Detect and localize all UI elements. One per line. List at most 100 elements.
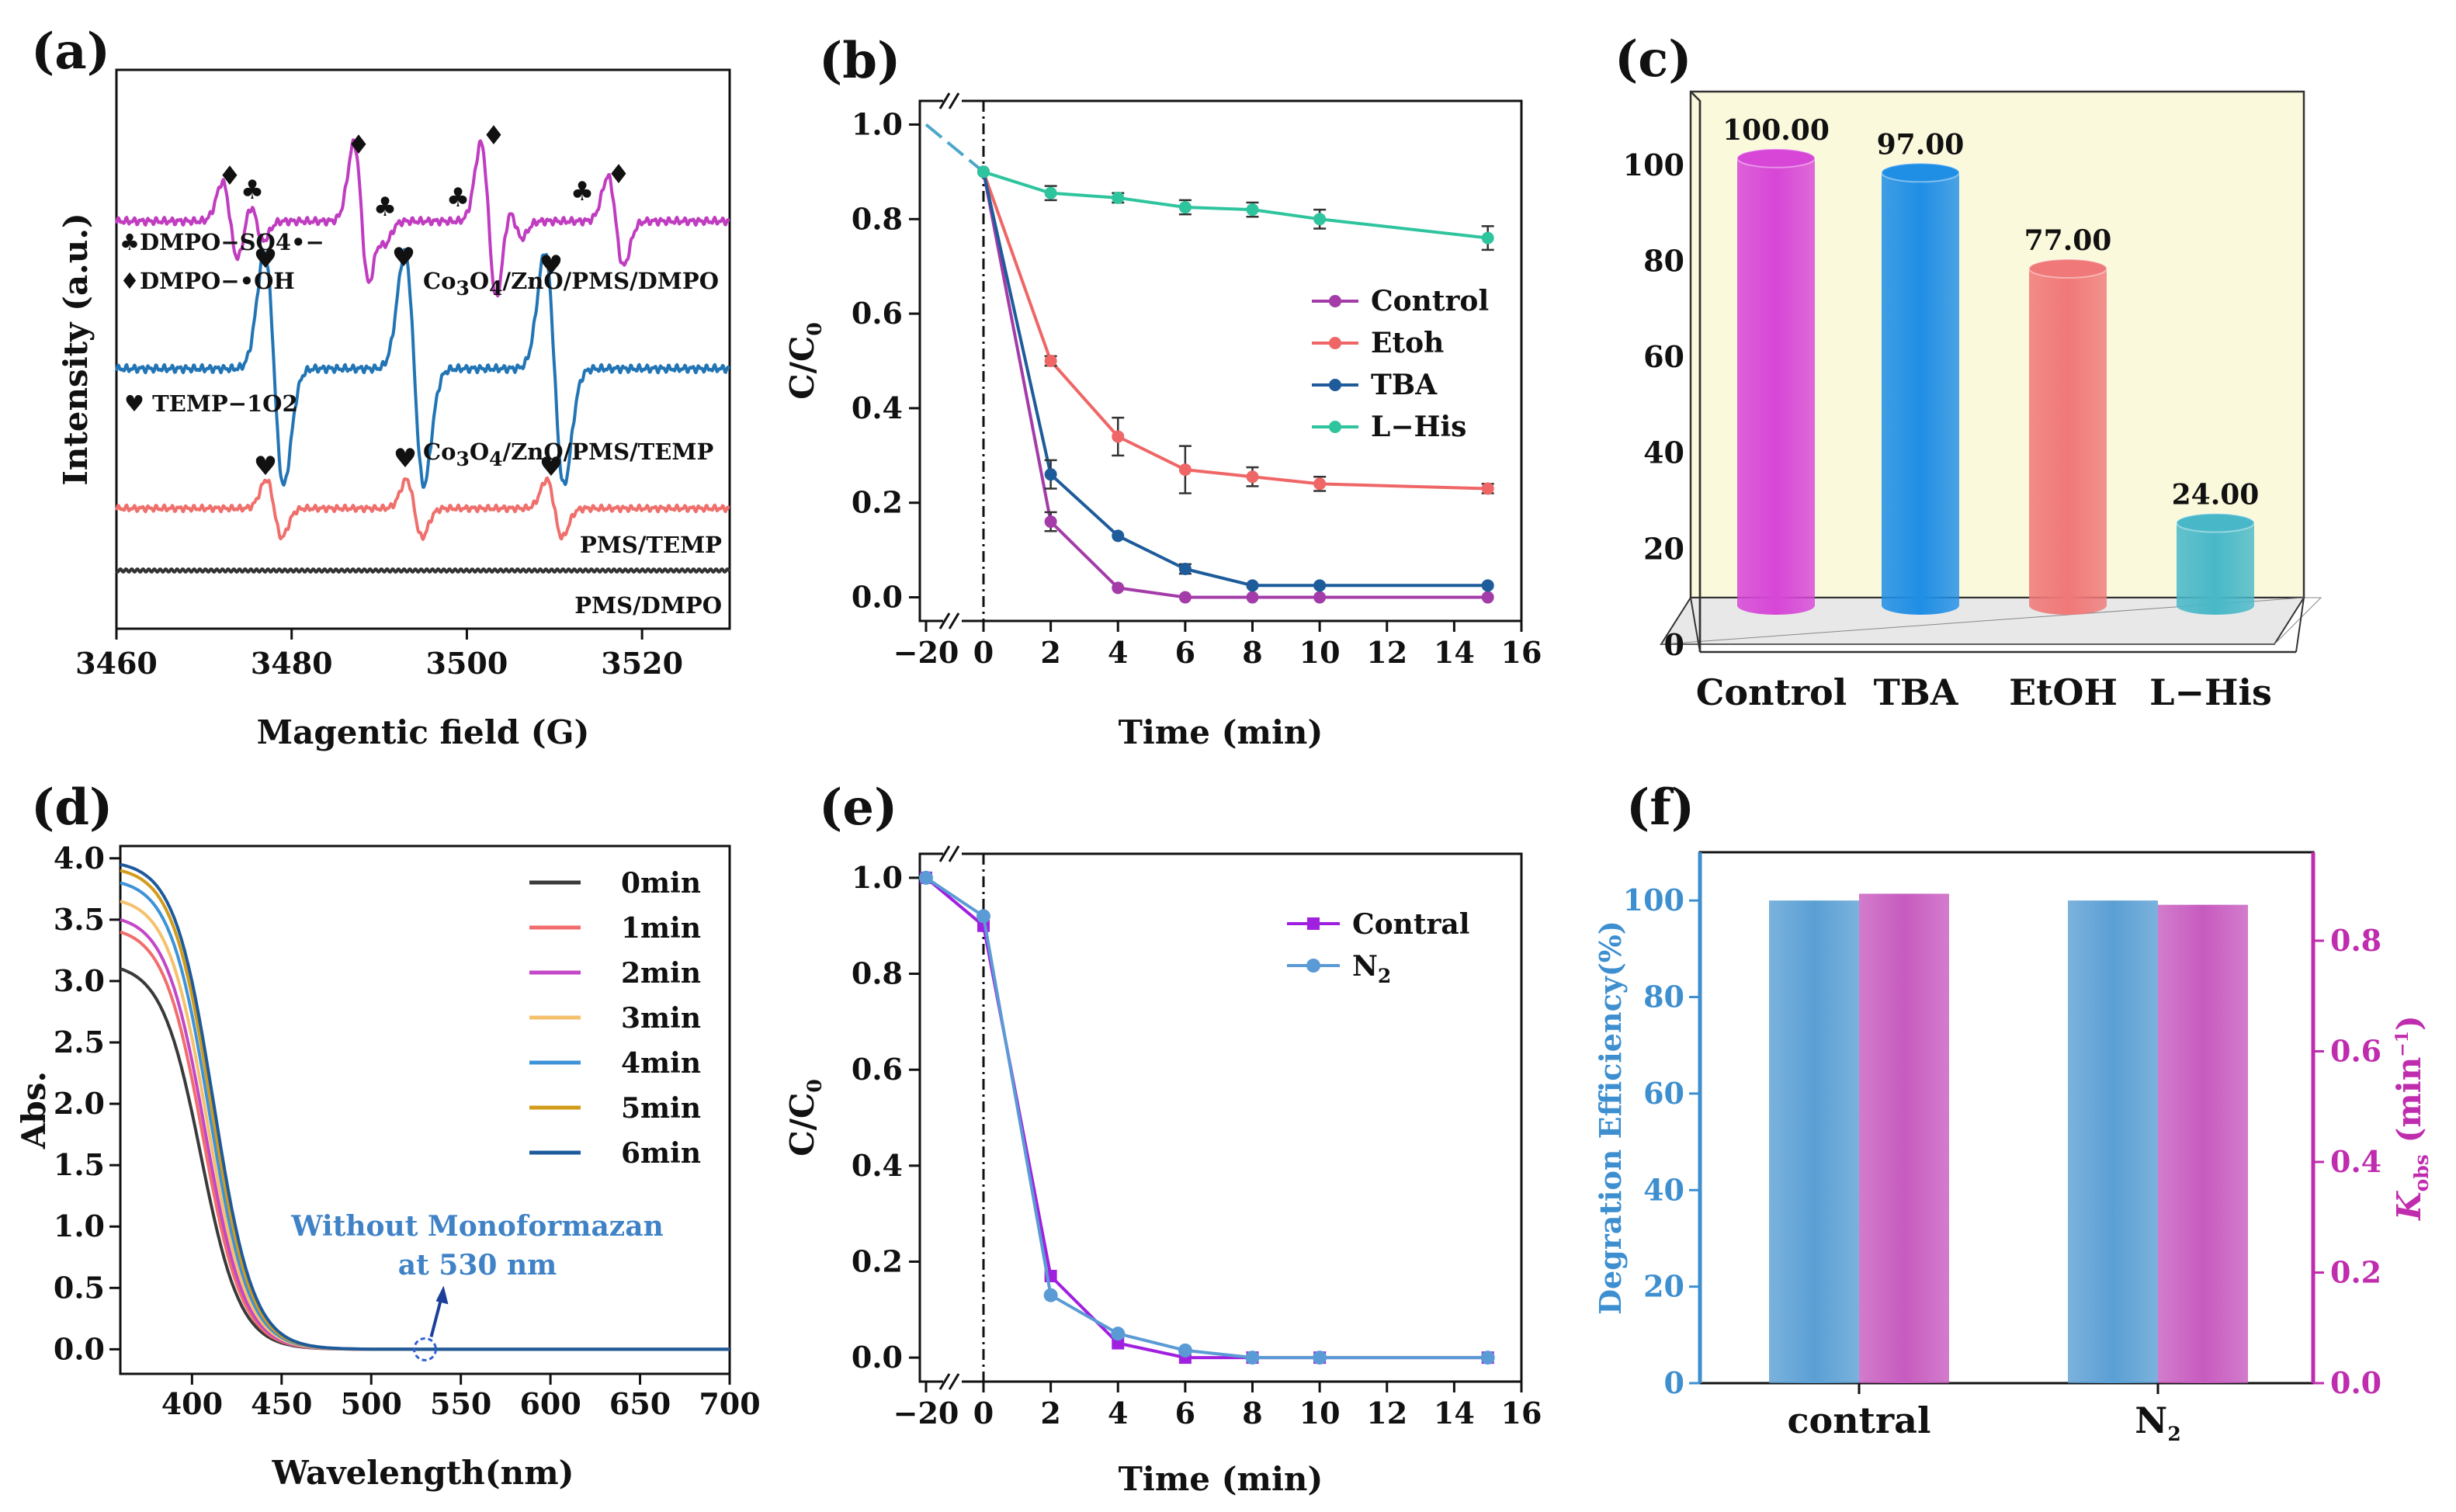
- panel-b-legend-label-0: Control: [1371, 285, 1489, 317]
- panel-b-point-1-2: [1112, 430, 1125, 443]
- panel-c-value-label-0: 100.00: [1722, 114, 1830, 147]
- panel-a-label-temp-sub2: 4: [489, 448, 502, 470]
- panel-d-legend-label-3: 3min: [621, 1002, 701, 1035]
- panel-c-label: (c): [1615, 30, 1692, 88]
- panel-e-label: (e): [819, 779, 897, 837]
- panel-b-xtick-label-5: 8: [1242, 635, 1262, 670]
- panel-a-label-temp-co: Co: [423, 439, 456, 465]
- panel-f-yr-tick-label-0: 0.0: [2330, 1365, 2381, 1400]
- panel-e-xtick-label-0: −20: [893, 1396, 959, 1431]
- panel-f-yr-tick-label-4: 0.8: [2330, 923, 2381, 958]
- panel-b-xtick-label-8: 14: [1434, 635, 1475, 670]
- panel-d-ytick-label-4: 2.0: [54, 1086, 105, 1121]
- panel-e-legend-marker-1: [1306, 959, 1320, 973]
- panel-a-sym-diamond-2: ♦: [347, 130, 370, 161]
- panel-e-xtick-label-1: 0: [973, 1396, 994, 1431]
- panel-d-xtick-label-5: 650: [609, 1386, 671, 1421]
- panel-e-ylabel-sub: 0: [803, 1079, 826, 1092]
- panel-b-xtick-label-4: 6: [1175, 635, 1195, 670]
- panel-b-point-0-2: [1112, 581, 1125, 595]
- panel-b-point-1-1: [1044, 355, 1057, 367]
- panel-f-yr-tick-label-3: 0.6: [2330, 1034, 2381, 1069]
- panel-d-arrowhead: [435, 1285, 449, 1305]
- panel-c-ytick-label-5: 100: [1623, 147, 1684, 182]
- panel-e-line-1: [924, 876, 1488, 1360]
- panel-b-pre-segment: [924, 123, 985, 173]
- panel-b-point-3-4: [1246, 203, 1259, 217]
- panel-c-ytick-label-0: 0: [1664, 627, 1684, 662]
- panel-e-line-0: [924, 876, 1488, 1360]
- panel-c-ytick-label-2: 40: [1643, 435, 1684, 470]
- panel-f-category-sub: 2: [2167, 1423, 2180, 1445]
- panel-a-trace-2: [115, 476, 730, 541]
- panel-b-point-1-3: [1178, 463, 1192, 477]
- panel-a-label-temp: Co3O4/ZnO/PMS/TEMP: [423, 439, 713, 470]
- panel-b-ytick-label-5: 1.0: [852, 106, 903, 141]
- panel-a-legend-so4: ♣DMPO−SO4•−: [120, 229, 324, 255]
- panel-b-xtick-label-0: −20: [893, 635, 959, 670]
- panel-e-xtick-label-5: 8: [1242, 1396, 1262, 1431]
- panel-d-xtick-label-3: 550: [430, 1386, 491, 1421]
- panel-e-point-1-1: [977, 909, 990, 924]
- panel-a-legend-oh-text: DMPO−•OH: [140, 268, 295, 294]
- panel-a-label-pmsdmpo: PMS/DMPO: [574, 592, 722, 619]
- panel-e-legend-marker-0: [1307, 917, 1320, 930]
- panel-e-ytick-label-2: 0.4: [852, 1148, 903, 1183]
- panel-b-point-0-5: [1313, 591, 1327, 604]
- panel-b-point-2-3: [1178, 563, 1192, 575]
- panel-a-label-dmpo: Co3O4/ZnO/PMS/DMPO: [423, 268, 719, 300]
- panel-f-yl-tick-label-3: 60: [1643, 1076, 1684, 1111]
- panel-a-trace-0: [115, 138, 730, 298]
- panel-d-ytick-label-5: 2.5: [54, 1025, 105, 1059]
- panel-a-legend-so4-text: DMPO−SO4•−: [140, 229, 324, 255]
- panel-f-label: (f): [1626, 779, 1695, 837]
- panel-d-ytick-label-0: 0.0: [54, 1331, 105, 1366]
- panel-d-ytick-label-3: 1.5: [54, 1147, 105, 1182]
- panel-f-yright-close: ): [2390, 1015, 2428, 1031]
- panel-f-yright-unit: (min: [2390, 1057, 2428, 1154]
- panel-f-yr-tick-label-1: 0.2: [2330, 1255, 2381, 1290]
- panel-d-xlabel: Wavelength(nm): [271, 1454, 574, 1492]
- panel-e-frame: [918, 852, 1523, 1383]
- panel-e-ytick-label-0: 0.0: [852, 1340, 903, 1375]
- panel-c-bar-top-1: [1881, 162, 1960, 183]
- panel-f-category-n: N: [2135, 1399, 2167, 1441]
- panel-a-legend-temp-text: TEMP−1O2: [152, 390, 298, 417]
- panel-a-label-dmpo-sub1: 3: [456, 277, 469, 300]
- panel-b-legend-label-1: Etoh: [1371, 327, 1444, 359]
- panel-b-frame: [918, 99, 1523, 622]
- panel-d-label: (d): [31, 779, 113, 837]
- panel-b-ylabel: C/C0: [783, 322, 826, 400]
- panel-a-frame: [115, 68, 731, 630]
- panel-f-category-1: N2: [2135, 1399, 2180, 1445]
- panel-a-sym-club-3: ♣: [373, 192, 397, 223]
- panel-a-sym-club-1: ♣: [241, 175, 264, 206]
- panel-a-legend-oh: ♦DMPO−•OH: [120, 268, 295, 294]
- panel-a-label-dmpo-co: Co: [423, 268, 456, 294]
- panel-f-bar-1-0: [1859, 893, 1949, 1383]
- panel-c-ytick-label-1: 20: [1643, 531, 1684, 566]
- panel-d-legend-label-2: 2min: [621, 957, 701, 990]
- panel-e-break-top-2: [948, 845, 960, 862]
- panel-a-label-dmpo-o: O: [470, 268, 489, 294]
- panel-d-legend-label-5: 5min: [621, 1092, 701, 1125]
- panel-a-xtick-label-3: 3520: [601, 646, 683, 681]
- panel-c-category-0: Control: [1696, 671, 1847, 713]
- panel-c-floor-edge: [1660, 597, 2322, 645]
- panel-a-legend-so4-key: ♣: [120, 229, 140, 255]
- panel-c-category-1: TBA: [1874, 671, 1959, 713]
- panel-a-sym-heart-3: ♥: [254, 451, 277, 482]
- panel-a-legend-oh-key: ♦: [120, 268, 140, 294]
- panel-a-label-temp-o: O: [470, 439, 489, 465]
- panel-e-point-0-3: [1112, 1337, 1125, 1350]
- panel-e-xtick-label-3: 4: [1108, 1396, 1128, 1431]
- panel-f-yl-tick-label-4: 80: [1643, 980, 1684, 1014]
- panel-f-bar-0-1: [2068, 900, 2158, 1383]
- panel-b-xtick-label-3: 4: [1108, 635, 1128, 670]
- panel-b-point-0-3: [1178, 591, 1192, 604]
- panel-d-ytick-label-7: 3.5: [54, 902, 105, 937]
- panel-b-point-3-2: [1112, 191, 1125, 204]
- panel-d-annotation-1: Without Monoformazan: [290, 1210, 664, 1243]
- panel-b-point-2-6: [1481, 579, 1494, 592]
